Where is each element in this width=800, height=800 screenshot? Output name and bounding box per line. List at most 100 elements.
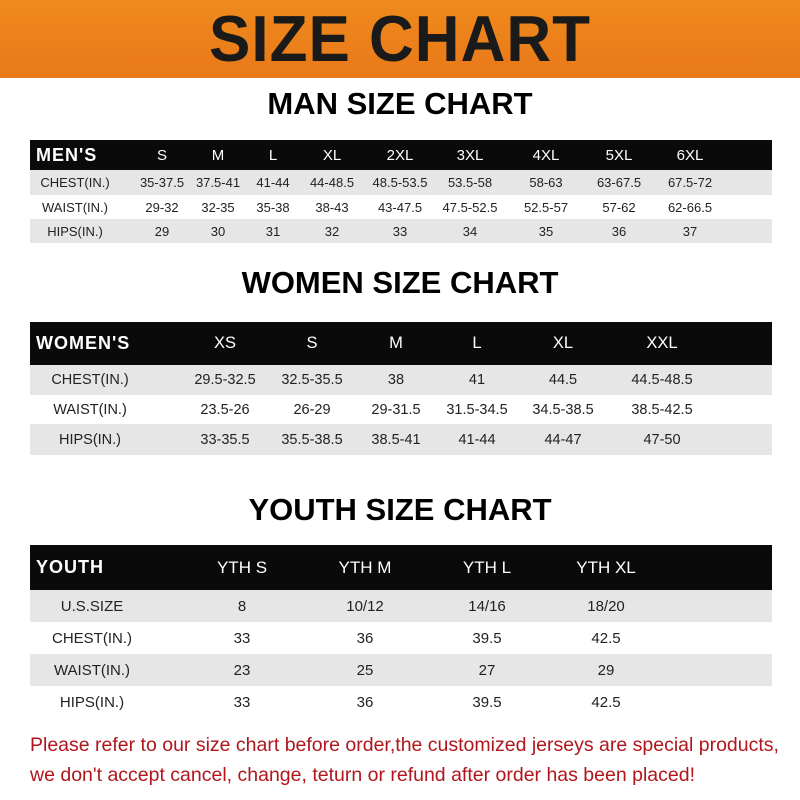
table-cell: 37 [682,223,698,239]
table-cell: 34.5-38.5 [532,401,594,418]
size-header: L [268,146,278,164]
table-row: CHEST(IN.) 29.5-32.5 32.5-35.5 38 41 44.5 44.5… [30,365,772,395]
table-cell: 35-38 [256,199,290,215]
size-header: XXL [646,334,678,352]
table-cell: 35.5-38.5 [281,431,343,448]
table-cell: 44-47 [544,431,582,448]
size-header: 6XL [676,146,704,164]
table-cell: 67.5-72 [667,175,713,190]
table-cell: 38.5-41 [371,431,421,448]
row-label: HIPS(IN.) [47,223,103,239]
table-header-row: MEN'S S M L XL 2XL 3XL 4XL 5XL 6XL [30,140,772,170]
table-cell: 8 [237,597,247,615]
row-label: U.S.SIZE [60,597,124,615]
size-header: M [211,146,225,164]
table-row: U.S.SIZE 8 10/12 14/16 18/20 [30,590,772,622]
table-title-cell: MEN'S [36,144,98,165]
row-label: HIPS(IN.) [59,693,125,711]
table-cell: 41-44 [256,175,290,190]
row-label: CHEST(IN.) [40,175,110,190]
women-chart-title: WOMEN SIZE CHART [241,265,559,300]
table-cell: 62-66.5 [667,199,713,215]
table-cell: 30 [210,223,226,239]
table-cell: 23 [233,661,251,679]
table-cell: 36 [356,629,374,647]
title-banner: SIZE CHART [0,0,800,78]
table-cell: 63-67.5 [596,175,642,190]
table-row: HIPS(IN.) 33 36 39.5 42.5 [30,686,772,718]
table-cell: 32-35 [201,199,235,215]
footer-note-line-2: we don't accept cancel, change, teturn o… [30,764,695,786]
size-header: 4XL [532,146,560,164]
row-label: WAIST(IN.) [53,661,131,679]
table-cell: 38-43 [315,199,349,215]
page-title: SIZE CHART [209,2,591,76]
table-cell: 57-62 [602,199,636,215]
table-cell: 33 [392,223,408,239]
women-size-table: WOMEN'S XS S M L XL XXL CHEST(IN.) 29.5-32.5 32.5… [30,322,772,455]
size-header: L [472,334,482,352]
table-cell: 25 [356,661,374,679]
table-cell: 53.5-58 [447,175,493,190]
table-cell: 33-35.5 [200,431,250,448]
table-row: WAIST(IN.) 23 25 27 29 [30,654,772,686]
table-title-cell: WOMEN'S [36,333,131,353]
size-header: 3XL [456,146,484,164]
table-cell: 27 [478,661,496,679]
youth-size-table: YOUTH YTH S YTH M YTH L YTH XL U.S.SIZE 8 10/12… [30,545,772,718]
men-size-table: MEN'S S M L XL 2XL 3XL 4XL 5XL 6XL CHEST(IN.) 35-37… [30,140,772,243]
table-cell: 35 [538,223,554,239]
table-cell: 44.5 [548,372,578,388]
youth-chart-title: YOUTH SIZE CHART [248,492,552,527]
size-header: S [306,334,318,352]
table-cell: 42.5 [591,693,621,711]
table-row: HIPS(IN.) 33-35.5 35.5-38.5 38.5-41 41-44 44-… [30,424,772,455]
table-cell: 58-63 [529,175,563,190]
table-cell: 33 [233,693,251,711]
table-cell: 23.5-26 [200,401,250,418]
table-cell: 47.5-52.5 [442,199,498,215]
table-cell: 31.5-34.5 [446,401,508,418]
men-chart-title: MAN SIZE CHART [267,86,533,121]
table-cell: 37.5-41 [195,175,241,190]
table-cell: 32.5-35.5 [281,372,343,388]
row-label: HIPS(IN.) [58,431,122,448]
table-cell: 10/12 [346,597,384,615]
table-row: CHEST(IN.) 33 36 39.5 42.5 [30,622,772,654]
size-header: M [389,334,403,352]
table-row: CHEST(IN.) 35-37.5 37.5-41 41-44 44-48.5 48.5… [30,170,772,195]
table-cell: 38.5-42.5 [631,401,693,418]
table-cell: 42.5 [591,629,621,647]
table-cell: 41-44 [458,431,496,448]
table-cell: 44-48.5 [309,175,355,190]
table-cell: 38 [387,372,405,388]
row-label: WAIST(IN.) [53,401,127,418]
table-cell: 14/16 [468,597,506,615]
table-row: HIPS(IN.) 29 30 31 32 33 34 35 36 37 [30,219,772,243]
row-label: WAIST(IN.) [42,199,108,215]
table-cell: 34 [462,223,478,239]
table-cell: 29 [597,661,615,679]
size-header: XL [322,146,342,164]
table-cell: 29-32 [145,199,179,215]
table-cell: 41 [468,372,486,388]
size-header: 5XL [605,146,633,164]
size-header: 2XL [386,146,414,164]
table-cell: 48.5-53.5 [372,175,428,190]
table-cell: 29.5-32.5 [194,372,256,388]
table-cell: 36 [611,223,627,239]
table-cell: 39.5 [472,629,502,647]
table-cell: 26-29 [293,401,331,418]
table-cell: 39.5 [472,693,502,711]
table-cell: 47-50 [643,431,681,448]
table-cell: 35-37.5 [139,175,185,190]
table-cell: 43-47.5 [377,199,423,215]
table-cell: 36 [356,693,374,711]
size-header: XL [552,334,574,352]
table-title-cell: YOUTH [36,557,104,577]
footer-note-line-1: Please refer to our size chart before or… [30,734,779,756]
table-cell: 32 [324,223,340,239]
row-label: CHEST(IN.) [52,629,132,647]
size-header: S [156,146,168,164]
table-cell: 29 [154,223,170,239]
